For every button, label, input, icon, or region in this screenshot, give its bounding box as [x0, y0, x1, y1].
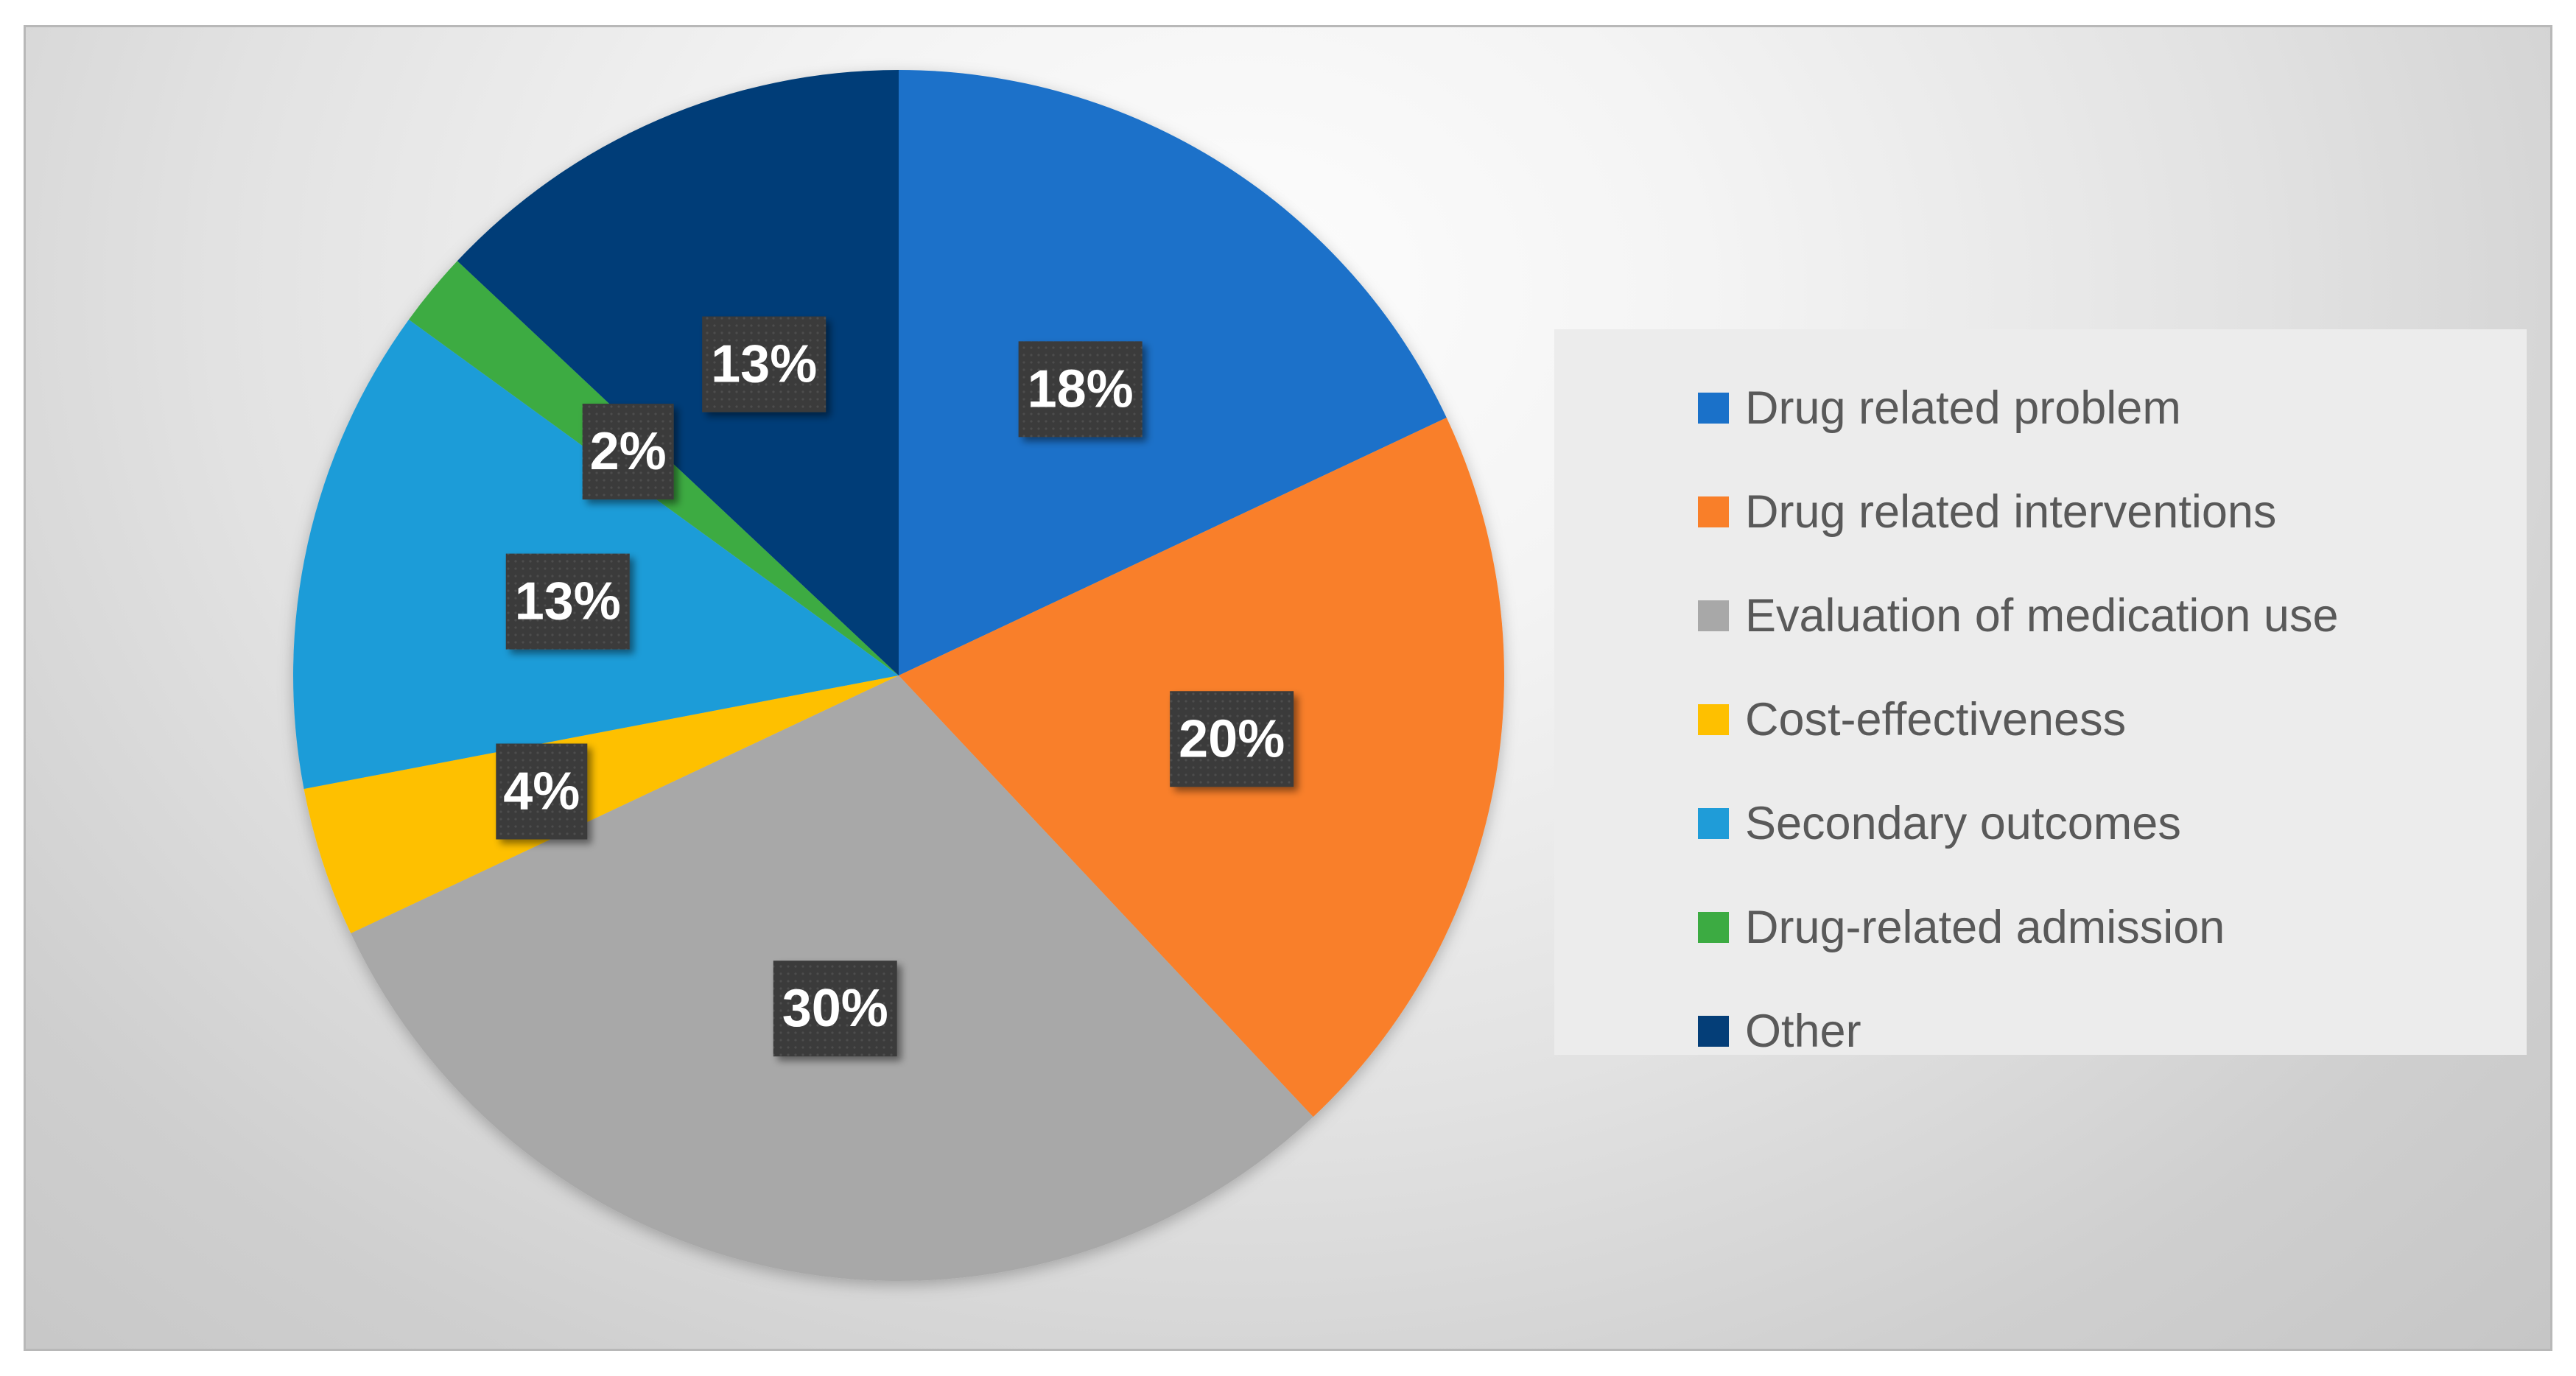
legend-item-drug-related-admission: Drug-related admission [1698, 875, 2527, 979]
data-label-cost-effectiveness: 4% [496, 743, 588, 840]
data-label-box [582, 404, 674, 500]
legend-item-evaluation-of-medication-use: Evaluation of medication use [1698, 564, 2527, 667]
legend-item-drug-related-interventions: Drug related interventions [1698, 460, 2527, 564]
pie-slices [293, 70, 1504, 1281]
legend: Drug related problem Drug related interve… [1554, 329, 2527, 1057]
legend-item-secondary-outcomes: Secondary outcomes [1698, 771, 2527, 875]
legend-swatch [1698, 703, 1729, 735]
data-label-drug-related-interventions: 20% [1170, 691, 1294, 787]
pie-chart: 18% 20% 30% 4% 13% 2% 13% [293, 70, 1504, 1281]
data-label-box [1018, 341, 1143, 438]
legend-item-other: Other [1698, 979, 2527, 1083]
data-label-box [496, 743, 588, 840]
legend-swatch [1698, 1015, 1729, 1047]
data-label-secondary-outcomes: 13% [505, 553, 630, 650]
legend-label: Cost-effectiveness [1745, 693, 2127, 745]
legend-swatch [1698, 496, 1729, 527]
legend-label: Evaluation of medication use [1745, 589, 2339, 642]
data-label-evaluation-of-medication-use: 30% [773, 961, 897, 1057]
data-label-text: 18% [1028, 359, 1134, 418]
legend-swatch [1698, 600, 1729, 631]
pie-slice-cost-effectiveness [303, 675, 899, 933]
data-labels: 18% 20% 30% 4% 13% 2% 13% [496, 316, 1294, 1057]
data-label-drug-related-problem: 18% [1018, 341, 1143, 438]
data-label-text: 30% [782, 979, 888, 1038]
data-label-text: 2% [590, 422, 667, 481]
pie-slice-other [457, 70, 899, 675]
legend-label: Secondary outcomes [1745, 797, 2181, 849]
legend-item-drug-related-problem: Drug related problem [1698, 356, 2527, 460]
pie-slice-drug-related-problem [899, 70, 1447, 675]
data-label-text: 13% [515, 572, 621, 631]
data-label-text: 20% [1179, 709, 1285, 768]
legend-label: Drug-related admission [1745, 901, 2225, 953]
legend-swatch [1698, 911, 1729, 943]
data-label-other: 13% [702, 316, 827, 413]
data-label-box [773, 961, 897, 1057]
data-label-drug-related-admission: 2% [582, 404, 674, 500]
data-label-box [1170, 691, 1294, 787]
legend-item-cost-effectiveness: Cost-effectiveness [1698, 667, 2527, 771]
chart-area: 18% 20% 30% 4% 13% 2% 13% Drug related problem… [24, 25, 2552, 1351]
data-label-text: 4% [503, 762, 580, 821]
legend-label: Other [1745, 1005, 1861, 1057]
legend-label: Drug related interventions [1745, 485, 2277, 538]
data-label-box [702, 316, 827, 413]
data-label-text: 13% [711, 335, 817, 394]
legend-swatch [1698, 392, 1729, 424]
data-label-box [505, 553, 630, 650]
legend-swatch [1698, 807, 1729, 839]
legend-label: Drug related problem [1745, 382, 2181, 434]
